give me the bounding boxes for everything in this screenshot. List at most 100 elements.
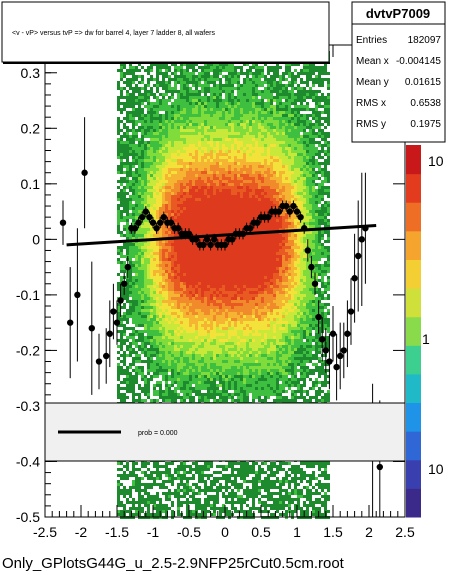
heatmap-cell: [153, 465, 156, 468]
heatmap-cell: [174, 291, 177, 294]
heatmap-cell: [210, 387, 213, 390]
heatmap-cell: [201, 366, 204, 369]
heatmap-cell: [135, 201, 138, 204]
heatmap-cell: [144, 360, 147, 363]
heatmap-cell: [186, 327, 189, 330]
heatmap-cell: [171, 273, 174, 276]
heatmap-cell: [123, 144, 126, 147]
heatmap-cell: [216, 291, 219, 294]
heatmap-cell: [147, 285, 150, 288]
heatmap-cell: [138, 354, 141, 357]
heatmap-cell: [204, 165, 207, 168]
heatmap-cell: [213, 78, 216, 81]
heatmap-cell: [126, 348, 129, 351]
heatmap-cell: [177, 246, 180, 249]
heatmap-cell: [180, 504, 183, 507]
heatmap-cell: [216, 324, 219, 327]
heatmap-cell: [219, 465, 222, 468]
heatmap-cell: [192, 348, 195, 351]
heatmap-cell: [192, 327, 195, 330]
heatmap-cell: [198, 120, 201, 123]
heatmap-cell: [117, 501, 120, 504]
heatmap-cell: [171, 174, 174, 177]
heatmap-cell: [147, 231, 150, 234]
heatmap-cell: [219, 174, 222, 177]
heatmap-cell: [222, 369, 225, 372]
heatmap-cell: [129, 258, 132, 261]
heatmap-cell: [126, 183, 129, 186]
heatmap-cell: [162, 144, 165, 147]
heatmap-cell: [153, 390, 156, 393]
heatmap-cell: [168, 345, 171, 348]
heatmap-cell: [201, 270, 204, 273]
heatmap-cell: [150, 486, 153, 489]
heatmap-cell: [201, 471, 204, 474]
heatmap-cell: [192, 306, 195, 309]
heatmap-cell: [126, 315, 129, 318]
heatmap-cell: [195, 132, 198, 135]
heatmap-cell: [156, 258, 159, 261]
heatmap-cell: [222, 162, 225, 165]
heatmap-cell: [168, 192, 171, 195]
heatmap-cell: [225, 483, 228, 486]
heatmap-cell: [219, 300, 222, 303]
heatmap-cell: [168, 174, 171, 177]
heatmap-cell: [159, 81, 162, 84]
heatmap-cell: [141, 342, 144, 345]
heatmap-cell: [210, 240, 213, 243]
heatmap-cell: [213, 339, 216, 342]
heatmap-cell: [165, 336, 168, 339]
heatmap-cell: [117, 510, 120, 513]
heatmap-cell: [225, 219, 228, 222]
heatmap-cell: [225, 381, 228, 384]
heatmap-cell: [132, 465, 135, 468]
heatmap-cell: [120, 150, 123, 153]
heatmap-cell: [168, 162, 171, 165]
heatmap-cell: [171, 336, 174, 339]
heatmap-cell: [216, 489, 219, 492]
heatmap-cell: [225, 144, 228, 147]
heatmap-cell: [222, 147, 225, 150]
heatmap-cell: [216, 219, 219, 222]
heatmap-cell: [216, 498, 219, 501]
heatmap-cell: [126, 186, 129, 189]
heatmap-cell: [135, 153, 138, 156]
heatmap-cell: [225, 81, 228, 84]
heatmap-cell: [222, 180, 225, 183]
heatmap-cell: [216, 93, 219, 96]
heatmap-cell: [183, 312, 186, 315]
heatmap-cell: [186, 276, 189, 279]
heatmap-cell: [129, 195, 132, 198]
heatmap-cell: [180, 321, 183, 324]
heatmap-cell: [165, 510, 168, 513]
heatmap-cell: [183, 120, 186, 123]
heatmap-cell: [189, 294, 192, 297]
heatmap-cell: [195, 255, 198, 258]
heatmap-cell: [180, 177, 183, 180]
heatmap-cell: [219, 171, 222, 174]
heatmap-cell: [141, 369, 144, 372]
heatmap-cell: [156, 333, 159, 336]
heatmap-cell: [150, 78, 153, 81]
heatmap-cell: [135, 150, 138, 153]
heatmap-cell: [174, 339, 177, 342]
heatmap-cell: [144, 177, 147, 180]
heatmap-cell: [120, 168, 123, 171]
heatmap-cell: [174, 258, 177, 261]
heatmap-cell: [225, 357, 228, 360]
heatmap-cell: [126, 498, 129, 501]
heatmap-cell: [195, 315, 198, 318]
heatmap-cell: [138, 87, 141, 90]
heatmap-cell: [177, 312, 180, 315]
heatmap-cell: [225, 96, 228, 99]
heatmap-cell: [204, 183, 207, 186]
heatmap-cell: [162, 231, 165, 234]
heatmap-cell: [201, 303, 204, 306]
heatmap-cell: [153, 339, 156, 342]
heatmap-cell: [138, 300, 141, 303]
heatmap-cell: [195, 75, 198, 78]
heatmap-cell: [186, 66, 189, 69]
heatmap-cell: [144, 243, 147, 246]
heatmap-cell: [189, 123, 192, 126]
heatmap-cell: [162, 210, 165, 213]
